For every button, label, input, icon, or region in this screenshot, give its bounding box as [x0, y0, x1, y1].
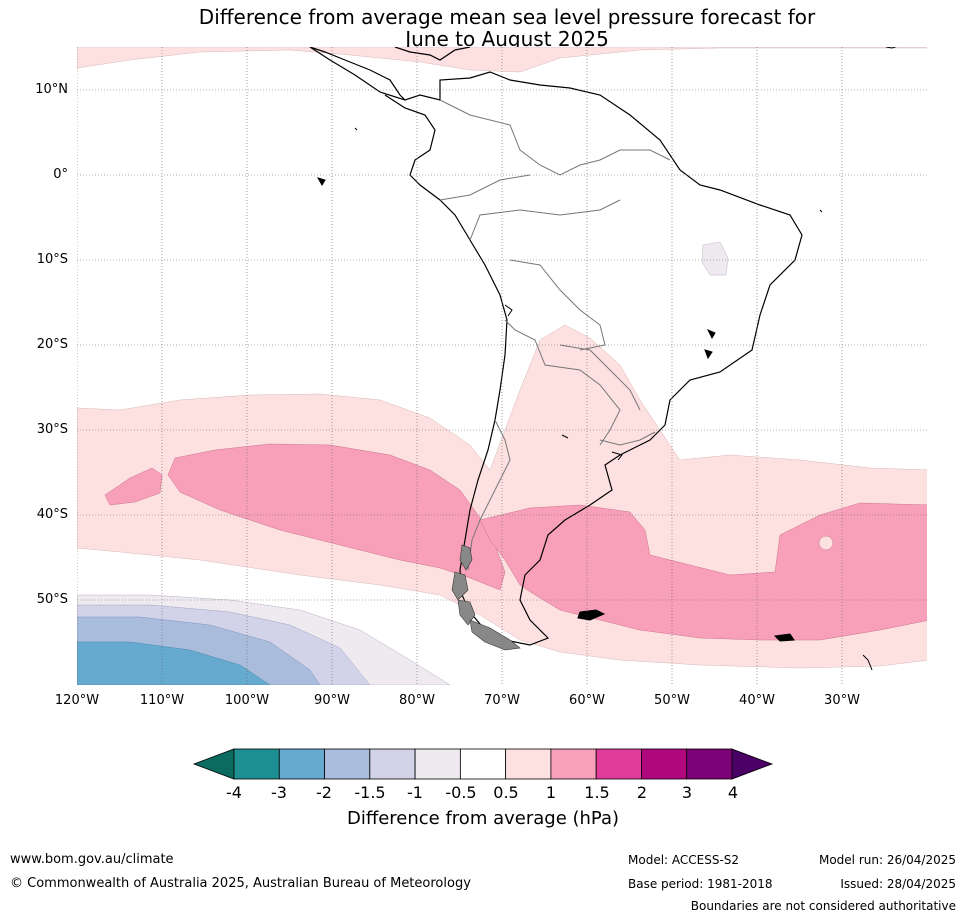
- central-america-coastline: [309, 47, 406, 101]
- anomaly-contour-atlantic: [479, 502, 927, 641]
- colorbar-segment: [414, 748, 461, 780]
- website-link[interactable]: www.bom.gov.au/climate: [10, 852, 174, 867]
- lon-label: 120°W: [54, 693, 100, 708]
- disclaimer-text: Boundaries are not considered authoritat…: [690, 899, 956, 913]
- graticule: [77, 47, 927, 685]
- colorbar-segment: [278, 748, 325, 780]
- lon-label: 60°W: [569, 693, 605, 708]
- lon-label: 50°W: [654, 693, 690, 708]
- colorbar-tick: -1: [407, 783, 423, 802]
- colorbar-tick: 3: [681, 783, 693, 802]
- model-run-text: Model run: 26/04/2025: [818, 853, 956, 867]
- colorbar-label: Difference from average (hPa): [346, 808, 620, 829]
- lon-label: 40°W: [739, 693, 775, 708]
- lat-label: 20°S: [36, 337, 68, 352]
- chart-title-line2: June to August 2025: [405, 27, 609, 51]
- lat-label: 10°S: [36, 252, 68, 267]
- anomaly-contour-brazil-patch: [701, 241, 729, 276]
- colorbar: [192, 748, 774, 780]
- colorbar-over-arrow: [731, 748, 774, 780]
- lat-label: 30°S: [36, 422, 68, 437]
- colorbar-segment: [595, 748, 642, 780]
- colorbar-segment: [324, 748, 371, 780]
- chilean-archipelago: [451, 544, 521, 651]
- colorbar-tick: -1.5: [354, 783, 386, 802]
- colorbar-segment: [641, 748, 688, 780]
- colorbar-segment: [459, 748, 507, 780]
- chart-title-line1: Difference from average mean sea level p…: [198, 5, 816, 29]
- colorbar-tick: -3: [271, 783, 287, 802]
- anomaly-contour-neg-2: [77, 641, 271, 685]
- lat-label: 0°: [53, 167, 68, 182]
- colorbar-segment: [505, 748, 552, 780]
- colorbar-tick: 4: [727, 783, 739, 802]
- anomaly-contour-pacific-small: [104, 467, 163, 506]
- south-america-coastline: [309, 47, 803, 646]
- colorbar-tick: -0.5: [445, 783, 477, 802]
- lat-label: 10°N: [35, 82, 68, 97]
- colorbar-under-arrow: [192, 748, 235, 780]
- colorbar-tick: 1.5: [584, 783, 610, 802]
- lat-label: 50°S: [36, 592, 68, 607]
- anomaly-contour-pacific-lobe: [167, 443, 506, 591]
- model-text: Model: ACCESS-S2: [628, 853, 740, 867]
- lat-label: 40°S: [36, 507, 68, 522]
- lon-label: 80°W: [399, 693, 435, 708]
- issued-text: Issued: 28/04/2025: [840, 877, 956, 891]
- lon-label: 90°W: [314, 693, 350, 708]
- colorbar-segment: [233, 748, 280, 780]
- colorbar-tick: 1: [545, 783, 557, 802]
- lon-label: 70°W: [484, 693, 520, 708]
- lon-label: 100°W: [224, 693, 270, 708]
- colorbar-tick: 0.5: [493, 783, 519, 802]
- colorbar-tick: -2: [316, 783, 332, 802]
- lon-label: 110°W: [139, 693, 185, 708]
- lon-label: 30°W: [824, 693, 860, 708]
- copyright-text: © Commonwealth of Australia 2025, Austra…: [10, 876, 471, 891]
- base-period-text: Base period: 1981-2018: [628, 877, 773, 891]
- colorbar-segment: [369, 748, 416, 780]
- colorbar-segment: [550, 748, 597, 780]
- colorbar-segment: [686, 748, 733, 780]
- colorbar-tick: 2: [636, 783, 648, 802]
- colorbar-tick: -4: [226, 783, 242, 802]
